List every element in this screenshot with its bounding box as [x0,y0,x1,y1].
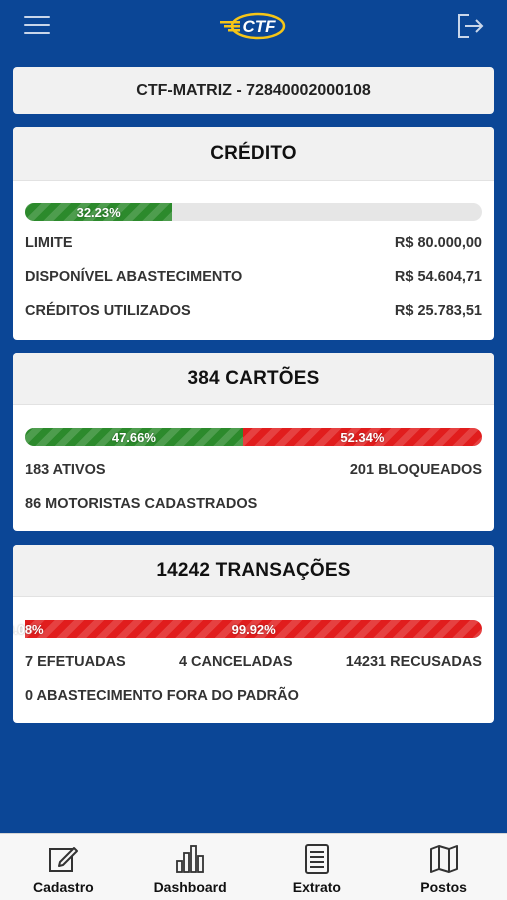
tab-cadastro[interactable]: Cadastro [0,834,127,900]
edit-icon [49,847,79,872]
tab-dashboard-label: Dashboard [153,879,227,895]
cards-card: 384 CARTÕES 47.66% 52.34% 183 ATIVOS 201… [13,353,494,531]
credit-used-label: CRÉDITOS UTILIZADOS [25,303,191,319]
drivers-count: 86 MOTORISTAS CADASTRADOS [25,496,258,512]
top-bar: CTF [0,0,507,52]
credit-limit-row: LIMITE R$ 80.000,00 [25,235,482,251]
cards-blocked-count: 201 BLOQUEADOS [349,462,482,478]
bar-chart-icon [176,845,205,873]
transactions-progress-bar: 0.08% 99.92% [13,620,482,638]
transactions-cancelled-count: 4 CANCELADAS [178,654,293,670]
tab-extrato[interactable]: Extrato [254,834,381,900]
credit-available-value: R$ 54.604,71 [394,269,482,285]
tab-cadastro-label: Cadastro [33,879,94,895]
tab-postos-label: Postos [420,879,467,895]
credit-used-segment: 32.23% [25,203,173,221]
transactions-refused-count: 14231 RECUSADAS [345,654,482,670]
cards-active-count: 183 ATIVOS [25,462,106,478]
credit-used-row: CRÉDITOS UTILIZADOS R$ 25.783,51 [25,303,482,319]
cards-title: 384 CARTÕES [13,353,494,405]
document-list-icon [304,844,329,874]
credit-used-value: R$ 25.783,51 [394,303,482,319]
logout-icon[interactable] [455,12,485,40]
credit-card: CRÉDITO 32.23% LIMITE R$ 80.000,00 DISPO… [13,127,494,340]
credit-used-percent: 32.23% [76,204,121,220]
cards-active-percent: 47.66% [111,429,156,445]
cards-blocked-percent: 52.34% [340,429,385,445]
company-card[interactable]: CTF-MATRIZ - 72840002000108 [13,67,494,114]
map-icon [429,845,458,873]
credit-title: CRÉDITO [13,127,494,181]
ctf-logo: CTF [218,10,288,42]
company-label: CTF-MATRIZ - 72840002000108 [136,82,371,99]
drivers-row: 86 MOTORISTAS CADASTRADOS [25,496,482,512]
credit-progress-bar: 32.23% [25,203,482,221]
transactions-done-percent: 0.08% [13,621,44,637]
irregular-fuel-count: 0 ABASTECIMENTO FORA DO PADRÃO [25,688,299,704]
credit-available-label: DISPONÍVEL ABASTECIMENTO [25,269,243,285]
credit-available-row: DISPONÍVEL ABASTECIMENTO R$ 54.604,71 [25,269,482,285]
transactions-refused-percent: 99.92% [231,621,276,637]
hamburger-menu-icon[interactable] [24,16,50,36]
transactions-status-row: 7 EFETUADAS 4 CANCELADAS 14231 RECUSADAS [25,654,482,670]
credit-limit-label: LIMITE [25,235,73,251]
tab-dashboard[interactable]: Dashboard [127,834,254,900]
bottom-tab-bar: Cadastro Dashboard Extrato Postos [0,833,507,900]
cards-active-segment: 47.66% [25,428,243,446]
transactions-refused-segment: 99.92% [25,620,482,638]
credit-limit-value: R$ 80.000,00 [394,235,482,251]
cards-blocked-segment: 52.34% [242,428,482,446]
irregular-fuel-row: 0 ABASTECIMENTO FORA DO PADRÃO [25,688,482,704]
transactions-done-count: 7 EFETUADAS [25,654,126,670]
transactions-card: 14242 TRANSAÇÕES 0.08% 99.92% 7 EFETUADA… [13,545,494,723]
logo-text: CTF [242,17,276,36]
tab-extrato-label: Extrato [292,879,341,895]
transactions-title: 14242 TRANSAÇÕES [13,545,494,597]
cards-status-row: 183 ATIVOS 201 BLOQUEADOS [25,462,482,478]
tab-postos[interactable]: Postos [380,834,507,900]
cards-progress-bar: 47.66% 52.34% [25,428,482,446]
